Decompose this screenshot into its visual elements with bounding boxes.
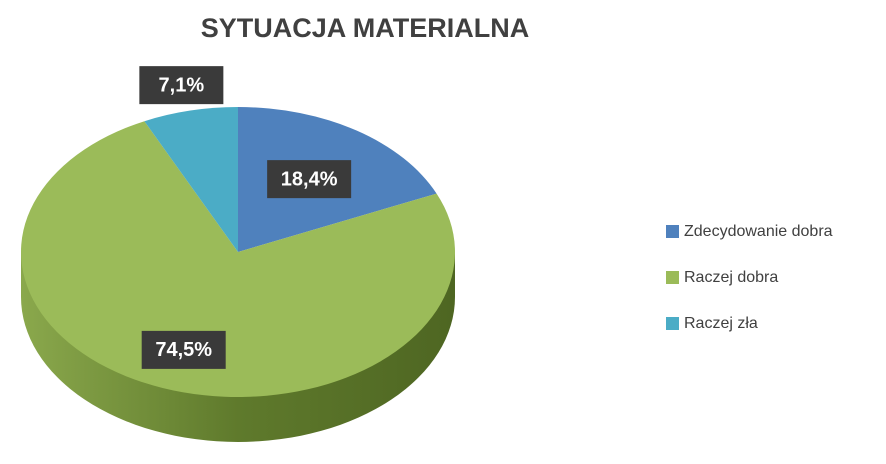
legend-swatch <box>666 317 679 330</box>
data-label: 74,5% <box>155 339 212 361</box>
legend-label: Raczej zła <box>684 315 758 332</box>
data-label-box <box>141 330 226 369</box>
data-label: 7,1% <box>159 74 205 96</box>
legend-swatch <box>666 225 679 238</box>
data-label: 18,4% <box>281 168 338 190</box>
pie-slice <box>20 121 456 397</box>
data-label-box <box>139 66 224 105</box>
legend-swatch <box>666 271 679 284</box>
legend-label: Raczej dobra <box>684 269 778 286</box>
data-label-box <box>267 160 352 199</box>
legend-label: Zdecydowanie dobra <box>684 223 833 240</box>
chart-title: SYTUACJA MATERIALNA <box>201 13 530 43</box>
pie-slice <box>144 107 238 252</box>
